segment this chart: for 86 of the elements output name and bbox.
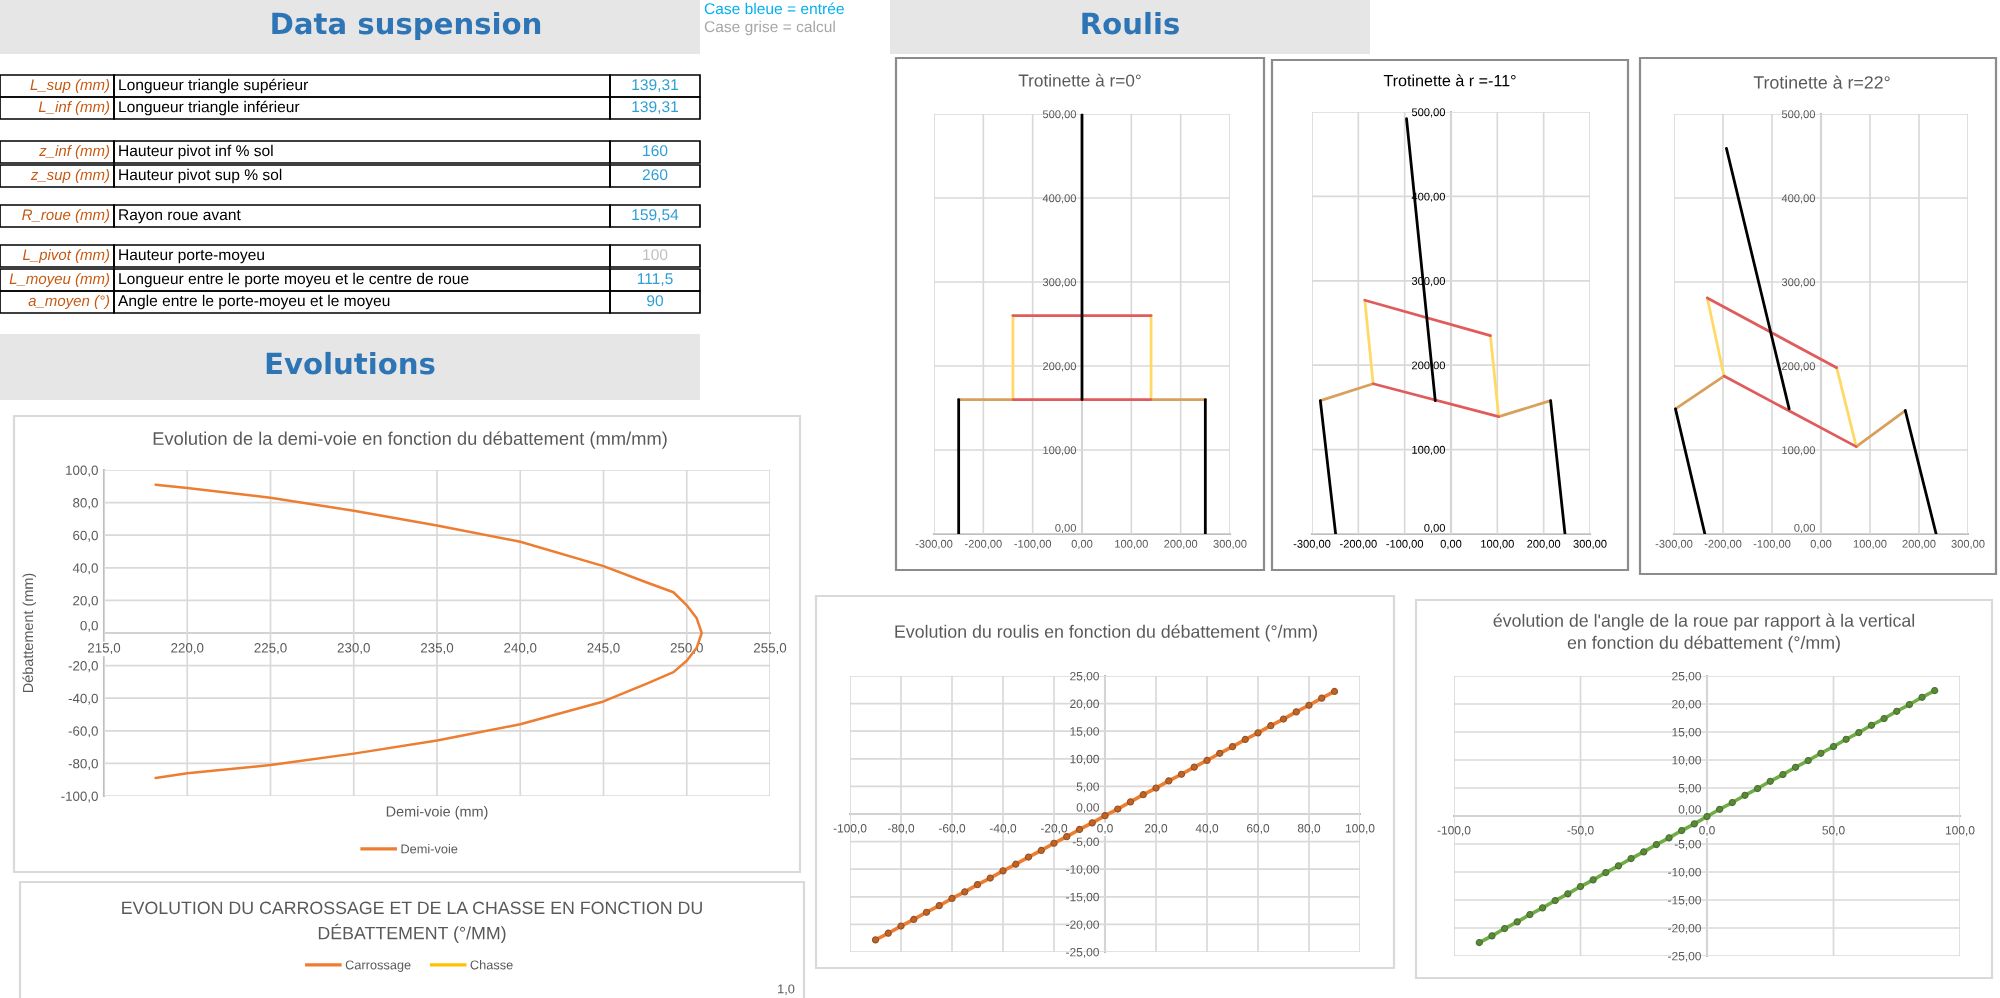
point [1088, 819, 1096, 827]
chart-title: Trotinette à r =-11° [1383, 74, 1516, 87]
point [871, 936, 880, 944]
point [1829, 742, 1838, 751]
point [986, 874, 994, 882]
point [999, 867, 1007, 875]
point [1538, 904, 1547, 912]
point [1855, 728, 1863, 737]
point [1551, 896, 1559, 905]
point [1817, 749, 1825, 757]
point [1139, 791, 1147, 799]
point [1867, 721, 1876, 729]
chart-title: Evolution du roulis en fonction du débattement (°/mm) [895, 624, 1317, 642]
point [1931, 686, 1939, 695]
chart-title: Trotinette à r=0° [1018, 73, 1141, 87]
point [1627, 854, 1635, 863]
point [1318, 694, 1326, 702]
text: EVOLUTION DU CARROSSAGE ET DE LA CHASSE EN FONCTION DU DÉBATTEMENT (°/MM) [122, 901, 702, 943]
point [1576, 882, 1585, 891]
point [1024, 853, 1033, 861]
chart-title: Evolution de la demi-voie en fonction du débattement (mm/mm) [153, 431, 667, 449]
point [961, 888, 969, 896]
point [1216, 749, 1224, 757]
point [1905, 700, 1914, 709]
text: Data suspension [272, 11, 541, 41]
point [1114, 805, 1122, 813]
point [1804, 756, 1812, 765]
point [1037, 846, 1045, 855]
point [1779, 770, 1787, 779]
point [897, 922, 905, 930]
text: Evolutions [266, 351, 435, 375]
point [1665, 834, 1673, 842]
point [1703, 812, 1711, 821]
point [1279, 715, 1288, 723]
point [1893, 707, 1901, 715]
point [910, 915, 918, 924]
point [1716, 805, 1724, 813]
point [1241, 735, 1249, 744]
point [1063, 833, 1071, 841]
point [1589, 876, 1597, 884]
point [1766, 777, 1774, 785]
point [1918, 693, 1926, 701]
point [1690, 820, 1698, 828]
point [1652, 840, 1661, 849]
point [1842, 735, 1850, 743]
point [1292, 708, 1300, 716]
point [1791, 763, 1800, 771]
point [1500, 924, 1509, 933]
point [1678, 826, 1686, 835]
text: Roulis [1082, 11, 1179, 35]
point [1267, 722, 1275, 730]
point [1475, 938, 1483, 947]
point [1753, 784, 1762, 793]
point [973, 881, 982, 889]
point [1640, 848, 1648, 856]
point [1564, 890, 1572, 898]
point [1741, 791, 1749, 799]
point [1488, 932, 1496, 940]
point [1614, 862, 1623, 870]
point [1254, 729, 1262, 737]
point [922, 908, 931, 916]
point [935, 902, 943, 910]
point [1126, 798, 1135, 806]
line-series [1475, 686, 1939, 947]
chart-title: évolution de l'angle de la roue par rapport à la vertical en fonction du débattement (°/mm) [1493, 613, 1915, 653]
point [1152, 784, 1160, 792]
point [1228, 743, 1237, 751]
point [1728, 798, 1736, 807]
point [1880, 714, 1888, 723]
point [1526, 910, 1534, 919]
point [1050, 839, 1058, 847]
point [884, 929, 892, 937]
point [1513, 918, 1521, 926]
point [1101, 812, 1109, 820]
point [1330, 687, 1339, 696]
point [1305, 701, 1313, 709]
point [1177, 770, 1186, 778]
point [1190, 763, 1198, 771]
point [948, 894, 956, 903]
line-series [154, 483, 703, 780]
point [1165, 777, 1173, 785]
point [1075, 825, 1084, 834]
point [1012, 860, 1020, 868]
point [1602, 868, 1610, 877]
point [1203, 756, 1211, 765]
chart-title: Trotinette à r=22° [1753, 75, 1890, 89]
